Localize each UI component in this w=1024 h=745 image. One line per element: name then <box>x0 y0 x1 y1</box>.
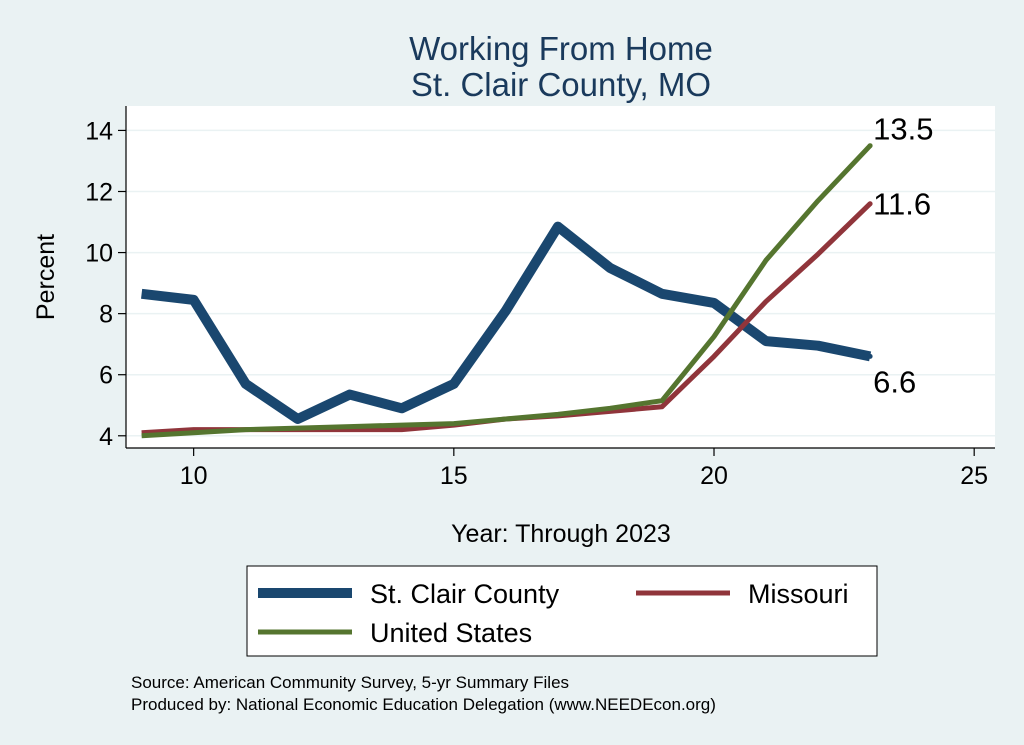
series-group <box>141 143 873 439</box>
y-tick-label-4: 4 <box>99 423 113 451</box>
y-axis-title: Percent <box>32 234 60 320</box>
x-axis-title: Year: Through 2023 <box>451 520 671 548</box>
end-labels: 6.6 11.6 13.5 <box>873 112 933 400</box>
axes: 4 6 8 10 12 14 10 15 20 25 <box>85 106 995 490</box>
x-tick-label-15: 15 <box>440 462 468 490</box>
y-tick-label-14: 14 <box>85 117 113 145</box>
chart-subtitle: St. Clair County, MO <box>411 66 711 103</box>
end-point-st-clair-county <box>867 353 873 359</box>
plot-area <box>126 106 995 448</box>
legend-box <box>246 565 878 657</box>
legend-label-united-states: United States <box>370 618 532 648</box>
end-point-missouri <box>867 201 873 207</box>
grid <box>126 129 995 437</box>
series-line-st-clair-county <box>141 221 872 424</box>
y-tick-label-12: 12 <box>85 179 113 207</box>
legend-label-st-clair-county: St. Clair County <box>370 579 560 609</box>
producer-note: Produced by: National Economic Education… <box>131 695 716 714</box>
source-note: Source: American Community Survey, 5-yr … <box>131 673 569 692</box>
legend: St. Clair County Missouri United States <box>246 565 878 657</box>
end-label-united-states: 13.5 <box>873 112 933 147</box>
series-line-united-states <box>141 143 872 439</box>
y-tick-label-10: 10 <box>85 240 113 268</box>
y-tick-label-8: 8 <box>99 301 113 329</box>
end-point-united-states <box>867 143 873 149</box>
x-tick-label-10: 10 <box>180 462 208 490</box>
end-label-st-clair-county: 6.6 <box>873 364 916 399</box>
end-label-missouri: 11.6 <box>873 187 931 222</box>
chart-title: Working From Home <box>409 30 713 67</box>
x-tick-label-20: 20 <box>700 462 728 490</box>
y-tick-label-6: 6 <box>99 362 113 390</box>
x-tick-label-25: 25 <box>960 462 988 490</box>
legend-label-missouri: Missouri <box>748 579 849 609</box>
